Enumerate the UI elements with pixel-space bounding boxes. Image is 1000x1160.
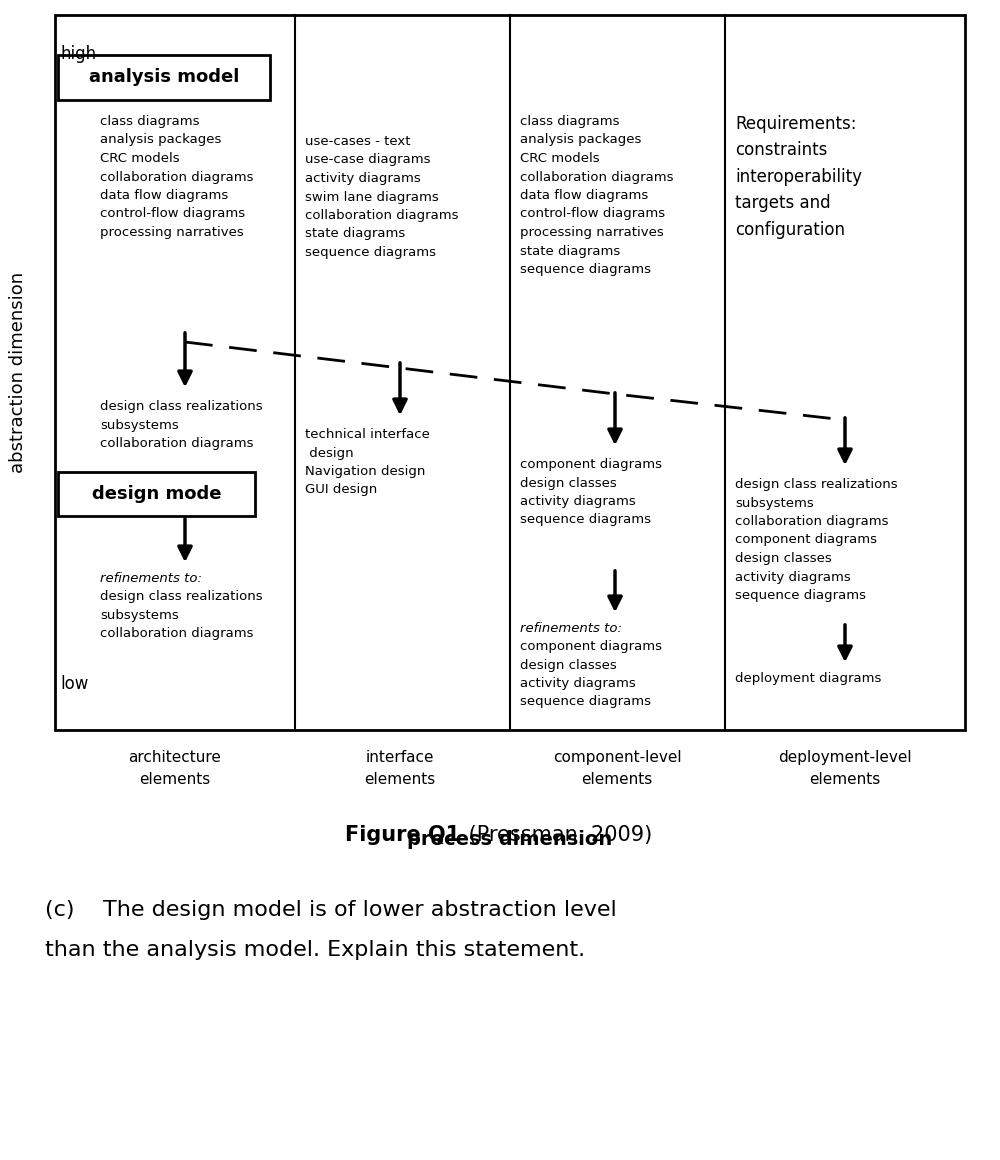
Text: component-level
elements: component-level elements [553,751,681,788]
Text: design class realizations
subsystems
collaboration diagrams: design class realizations subsystems col… [100,400,263,450]
Text: deployment-level
elements: deployment-level elements [778,751,912,788]
Text: than the analysis model. Explain this statement.: than the analysis model. Explain this st… [45,940,585,960]
Text: design class realizations
subsystems
collaboration diagrams: design class realizations subsystems col… [100,590,263,640]
Text: use-cases - text
use-case diagrams
activity diagrams
swim lane diagrams
collabor: use-cases - text use-case diagrams activ… [305,135,458,259]
Text: Requirements:
constraints
interoperability
targets and
configuration: Requirements: constraints interoperabili… [735,115,862,239]
Bar [58,472,255,516]
Text: interface
elements: interface elements [364,751,436,788]
Text: refinements to:: refinements to: [100,572,202,585]
Text: high: high [60,45,96,63]
Text: architecture
elements: architecture elements [129,751,221,788]
Text: technical interface
 design
Navigation design
GUI design: technical interface design Navigation de… [305,428,430,496]
Text: process dimension: process dimension [407,831,613,849]
Text: analysis model: analysis model [89,68,239,87]
Text: refinements to:: refinements to: [520,622,622,635]
Text: component diagrams
design classes
activity diagrams
sequence diagrams: component diagrams design classes activi… [520,640,662,709]
Text: class diagrams
analysis packages
CRC models
collaboration diagrams
data flow dia: class diagrams analysis packages CRC mod… [520,115,674,276]
Bar [58,55,270,100]
Text: (c)    The design model is of lower abstraction level: (c) The design model is of lower abstrac… [45,900,617,920]
Text: (Pressman, 2009): (Pressman, 2009) [462,825,652,844]
Text: Figure Q1: Figure Q1 [345,825,460,844]
Bar [55,15,965,730]
Text: deployment diagrams: deployment diagrams [735,672,881,686]
Text: design class realizations
subsystems
collaboration diagrams
component diagrams
d: design class realizations subsystems col… [735,478,898,602]
Text: abstraction dimension: abstraction dimension [9,271,27,473]
Text: class diagrams
analysis packages
CRC models
collaboration diagrams
data flow dia: class diagrams analysis packages CRC mod… [100,115,254,239]
Text: low: low [60,675,88,693]
Text: design mode: design mode [92,485,221,503]
Text: component diagrams
design classes
activity diagrams
sequence diagrams: component diagrams design classes activi… [520,458,662,527]
